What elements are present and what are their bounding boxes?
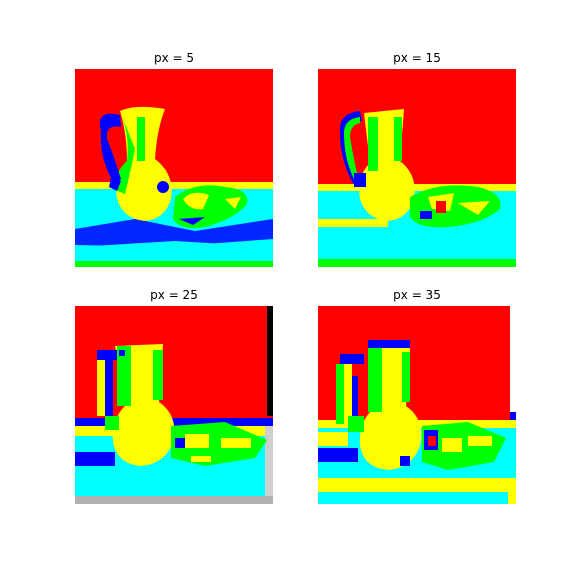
panel-px-25: px = 25 [75, 288, 273, 504]
panel-title: px = 5 [153, 51, 195, 65]
quantized-image [75, 306, 273, 504]
panel-title: px = 35 [393, 288, 441, 302]
quantized-image [318, 69, 516, 267]
panel-px-35: px = 35 [318, 288, 516, 504]
panel-px-5: px = 5 [75, 51, 273, 267]
quantized-image [75, 69, 273, 267]
panel-px-15: px = 15 [318, 51, 516, 267]
panel-title: px = 25 [150, 288, 198, 302]
quantized-image [318, 306, 516, 504]
panel-title: px = 15 [393, 51, 441, 65]
